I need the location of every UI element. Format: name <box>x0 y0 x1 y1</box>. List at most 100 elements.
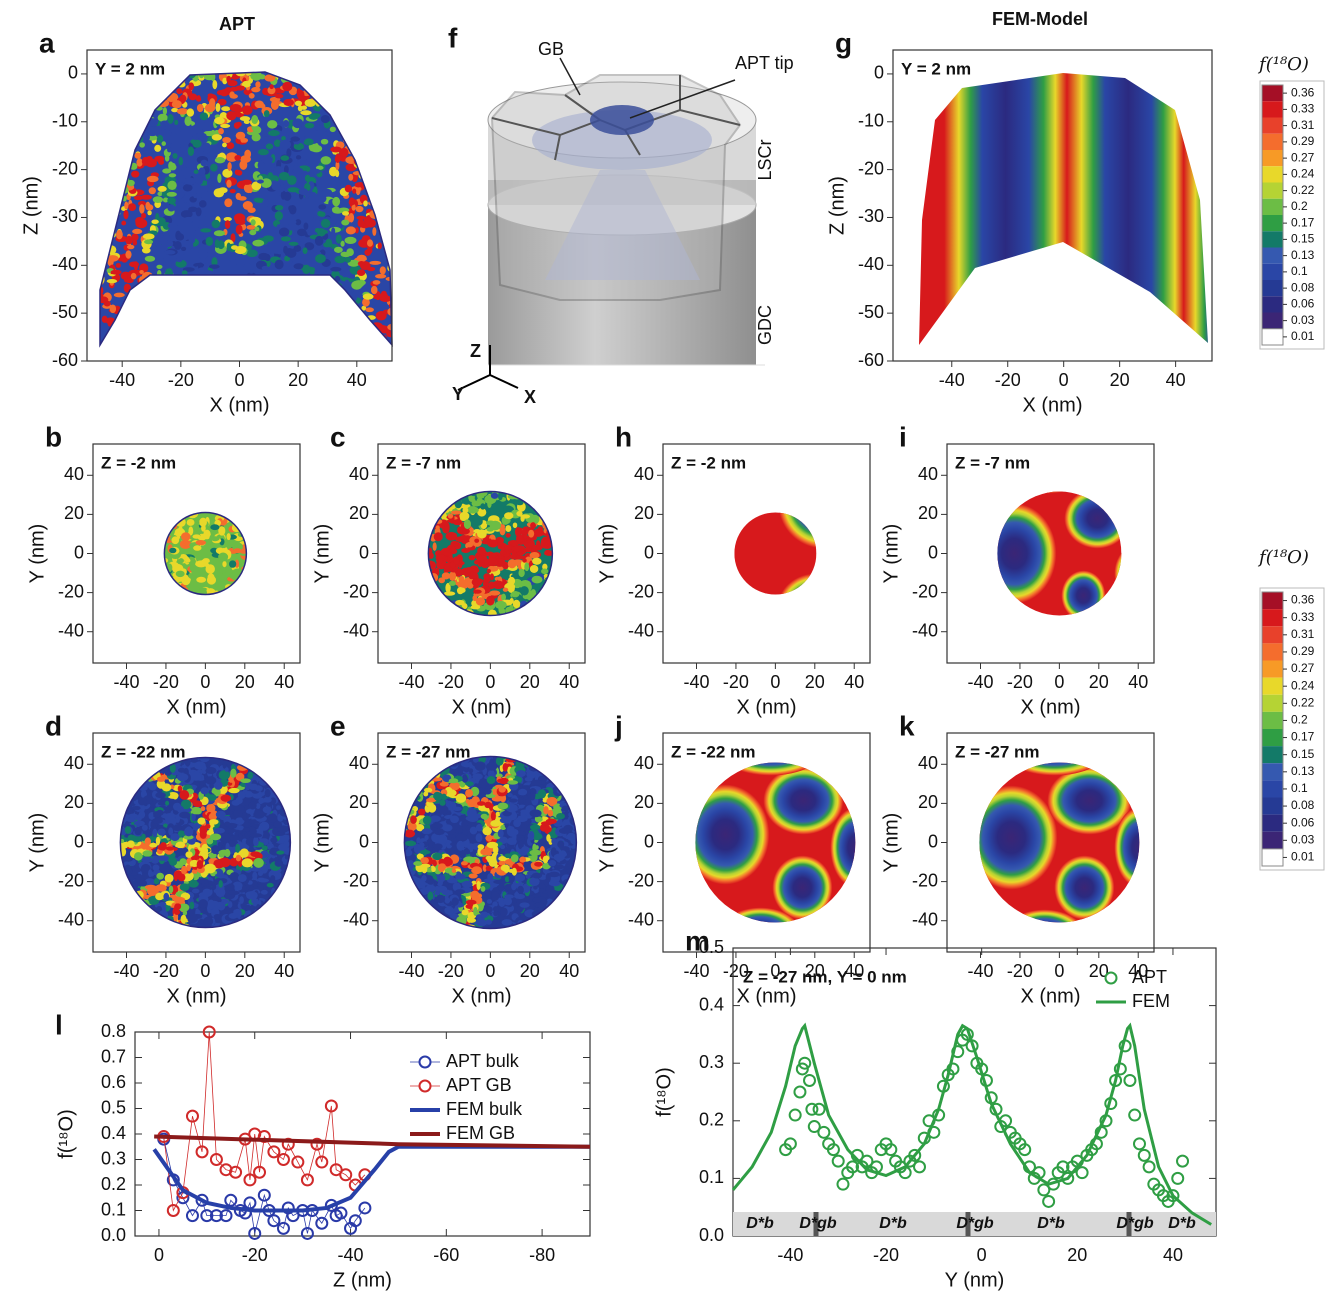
heatmap-cell <box>155 884 167 891</box>
heatmap-cell <box>357 339 363 346</box>
heatmap-cell <box>277 896 283 904</box>
heatmap-cell <box>107 121 111 127</box>
heatmap-cell <box>229 327 238 333</box>
heatmap-cell <box>546 834 550 842</box>
x-tick-label: 40 <box>347 370 367 390</box>
heatmap-cell <box>348 174 353 181</box>
heatmap-cell <box>363 293 374 299</box>
heatmap-cell <box>560 904 566 909</box>
heatmap-cell <box>502 919 513 925</box>
heatmap-cell <box>411 782 420 790</box>
heatmap-cell <box>433 605 439 610</box>
heatmap-cell <box>517 754 522 760</box>
heatmap-cell <box>283 895 293 904</box>
heatmap-cell <box>569 885 574 892</box>
heatmap-cell <box>147 78 158 87</box>
heatmap-cell <box>128 773 134 778</box>
heatmap-cell <box>256 922 264 926</box>
heatmap-cell <box>191 325 199 330</box>
heatmap-cell <box>196 207 202 216</box>
heatmap-cell <box>115 895 127 903</box>
heatmap-cell <box>257 304 263 313</box>
heatmap-cell <box>520 586 529 595</box>
heatmap-cell <box>226 76 231 83</box>
heatmap-cell <box>484 802 491 808</box>
heatmap-cell <box>186 340 191 344</box>
heatmap-cell <box>529 877 539 886</box>
heatmap-cell <box>222 561 226 567</box>
heatmap-cell <box>403 883 412 891</box>
heatmap-cell <box>150 314 157 322</box>
heatmap-cell <box>178 768 185 773</box>
heatmap-cell <box>110 305 116 314</box>
heatmap-cell <box>133 240 138 246</box>
heatmap-cell <box>236 797 243 804</box>
y-tick-label: 40 <box>634 464 654 484</box>
heatmap-cell <box>214 914 221 919</box>
heatmap-cell <box>499 786 506 792</box>
heatmap-cell <box>534 903 546 908</box>
heatmap-cell <box>157 135 163 143</box>
heatmap-cell <box>374 159 384 169</box>
heatmap-cell <box>523 540 533 547</box>
heatmap-cell <box>265 773 276 778</box>
heatmap-cell <box>221 795 232 802</box>
heatmap-cell <box>491 891 499 901</box>
heatmap-cell <box>236 587 241 595</box>
heatmap-cell <box>225 220 231 229</box>
heatmap-cell <box>243 521 248 529</box>
heatmap-cell <box>196 314 202 318</box>
heatmap-cell <box>563 765 567 770</box>
heatmap-cell <box>361 143 365 153</box>
heatmap-cell <box>475 921 485 925</box>
x-tick-label: -20 <box>1007 672 1033 692</box>
heatmap-cell <box>187 519 195 526</box>
heatmap-cell <box>311 113 321 118</box>
heatmap-cell <box>152 818 163 824</box>
heatmap-cell <box>139 204 145 214</box>
heatmap-cell <box>386 199 392 208</box>
heatmap-cell <box>461 548 470 553</box>
heatmap-cell <box>349 197 355 205</box>
heatmap-cell <box>369 326 376 335</box>
heatmap-cell <box>556 903 561 912</box>
heatmap-cell <box>136 770 144 777</box>
heatmap-cell <box>568 887 577 893</box>
heatmap-cell <box>251 87 260 92</box>
heatmap-cell <box>548 860 556 866</box>
heatmap-cell <box>180 285 185 292</box>
heatmap-cell <box>536 540 540 548</box>
heatmap-cell <box>225 307 237 312</box>
heatmap-cell <box>351 281 362 290</box>
heatmap-cell <box>442 890 454 896</box>
heatmap-cell <box>306 166 311 171</box>
heatmap-cell <box>119 905 129 909</box>
heatmap-cell <box>192 889 200 894</box>
heatmap-cell <box>388 91 397 97</box>
heatmap-cell <box>139 327 145 333</box>
heatmap-cell <box>121 328 130 333</box>
heatmap-cell <box>362 345 367 353</box>
heatmap-cell <box>262 912 271 922</box>
heatmap-cell <box>168 80 172 89</box>
heatmap-cell <box>412 895 421 902</box>
heatmap-cell <box>352 189 356 194</box>
heatmap-cell <box>365 143 370 151</box>
heatmap-cell <box>511 883 516 890</box>
y-tick-label: 40 <box>349 753 369 773</box>
heatmap-cell <box>153 196 163 203</box>
heatmap-cell <box>261 288 268 297</box>
panel-label: Z = -22 nm <box>101 742 186 761</box>
heatmap-cell <box>570 913 582 918</box>
heatmap-cell <box>543 505 555 511</box>
heatmap-cell <box>364 249 371 256</box>
heatmap-cell <box>275 860 284 867</box>
heatmap-cell <box>205 564 214 573</box>
heatmap-cell <box>212 80 217 89</box>
heatmap-cell <box>177 587 184 596</box>
heatmap-cell <box>343 90 349 94</box>
heatmap-cell <box>342 211 349 216</box>
heatmap-cell <box>477 801 486 806</box>
heatmap-cell <box>162 231 170 237</box>
heatmap-cell <box>557 920 564 928</box>
